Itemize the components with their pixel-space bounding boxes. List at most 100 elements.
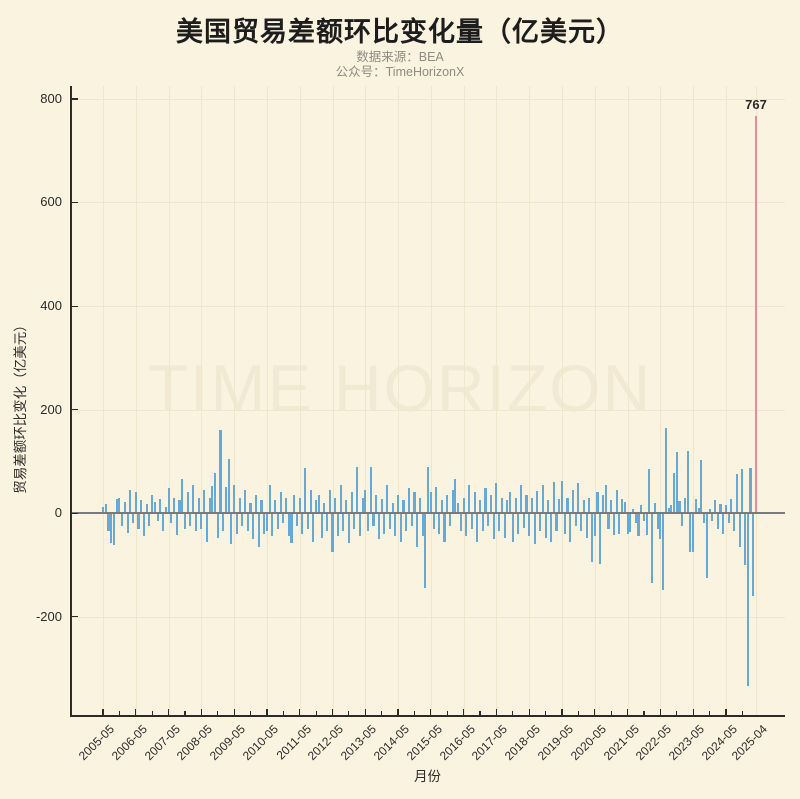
bar [525,494,528,514]
bar [413,492,416,514]
bar [694,498,697,514]
bar [366,513,370,532]
bar [153,501,156,514]
x-gridline [725,86,727,715]
bar [416,513,419,547]
bar [637,513,640,537]
x-tick-mark [577,711,579,715]
bar [484,488,487,514]
bar [580,513,583,532]
bar [533,513,536,545]
bar [653,502,656,514]
bar [418,497,421,514]
bar [642,513,646,521]
x-tick-mark [167,709,170,715]
bar [495,483,498,514]
bar [686,450,689,514]
bar [285,497,288,514]
bar [569,513,572,542]
x-gridline [266,86,268,715]
bar [683,497,686,514]
bar [459,513,462,532]
bar [110,513,113,544]
bar [528,513,531,537]
bar [107,513,110,532]
bar [623,501,626,514]
bar [279,492,282,514]
y-gridline [70,98,785,100]
bar [443,513,446,542]
y-tick-label: 0 [54,505,62,521]
chart-title: 美国贸易差额环比变化量（亿美元） [176,17,624,47]
bar [164,506,167,514]
bar [566,497,569,514]
x-tick-mark [397,709,399,715]
plot-area: TIME HORIZON [70,86,785,715]
bar [140,500,143,514]
y-gridline [70,202,785,204]
x-tick-label: 2008-05 [174,722,216,764]
bar [336,513,339,537]
bar [440,500,443,514]
bar [241,513,244,527]
bar [380,498,383,514]
bar [519,484,523,514]
bar [651,513,654,583]
bar [268,484,271,514]
x-tick-mark [741,711,743,715]
bar [476,513,479,542]
x-tick-label: 2010-05 [239,722,281,764]
x-tick-label: 2021-05 [600,722,642,764]
bar [746,513,749,686]
bar [246,513,249,532]
bar [632,508,635,514]
x-tick-mark [725,709,727,715]
bar [331,513,334,553]
bar [552,482,555,514]
zero-line [70,512,785,514]
bar [394,513,397,537]
x-tick-mark [331,709,334,715]
x-tick-mark [282,711,284,715]
bar [448,513,452,527]
bar [749,467,752,514]
x-tick-mark [659,709,661,715]
bar [407,488,411,514]
bar [317,494,320,514]
bar [192,484,195,514]
x-tick-label: 2012-05 [305,722,347,764]
y-tick-mark [71,616,78,618]
bar [170,513,173,524]
bar [121,513,124,527]
x-gridline [627,86,629,715]
bar [705,513,708,578]
bar [511,513,514,542]
x-tick-label: 2009-05 [206,722,249,764]
x-tick-mark [545,711,547,715]
bar [263,513,266,534]
bar [129,489,132,514]
x-tick-label: 2006-05 [108,722,150,764]
bar [252,513,255,539]
bar [323,502,326,514]
x-tick-mark [118,711,120,715]
bar [544,513,547,538]
bar [312,513,315,542]
bar [137,513,140,529]
bar [189,513,192,527]
x-tick-mark [184,711,186,715]
x-tick-mark [610,711,612,715]
bar [697,507,700,514]
x-gridline [234,86,236,715]
x-tick-mark [676,711,678,715]
bar [692,513,695,552]
bar [132,513,135,524]
bar [364,489,367,514]
bar [156,513,159,521]
bar [186,492,189,514]
bar [612,513,615,535]
bar [735,474,738,514]
bar [621,498,624,514]
x-tick-mark [495,709,498,715]
bar [536,491,539,514]
